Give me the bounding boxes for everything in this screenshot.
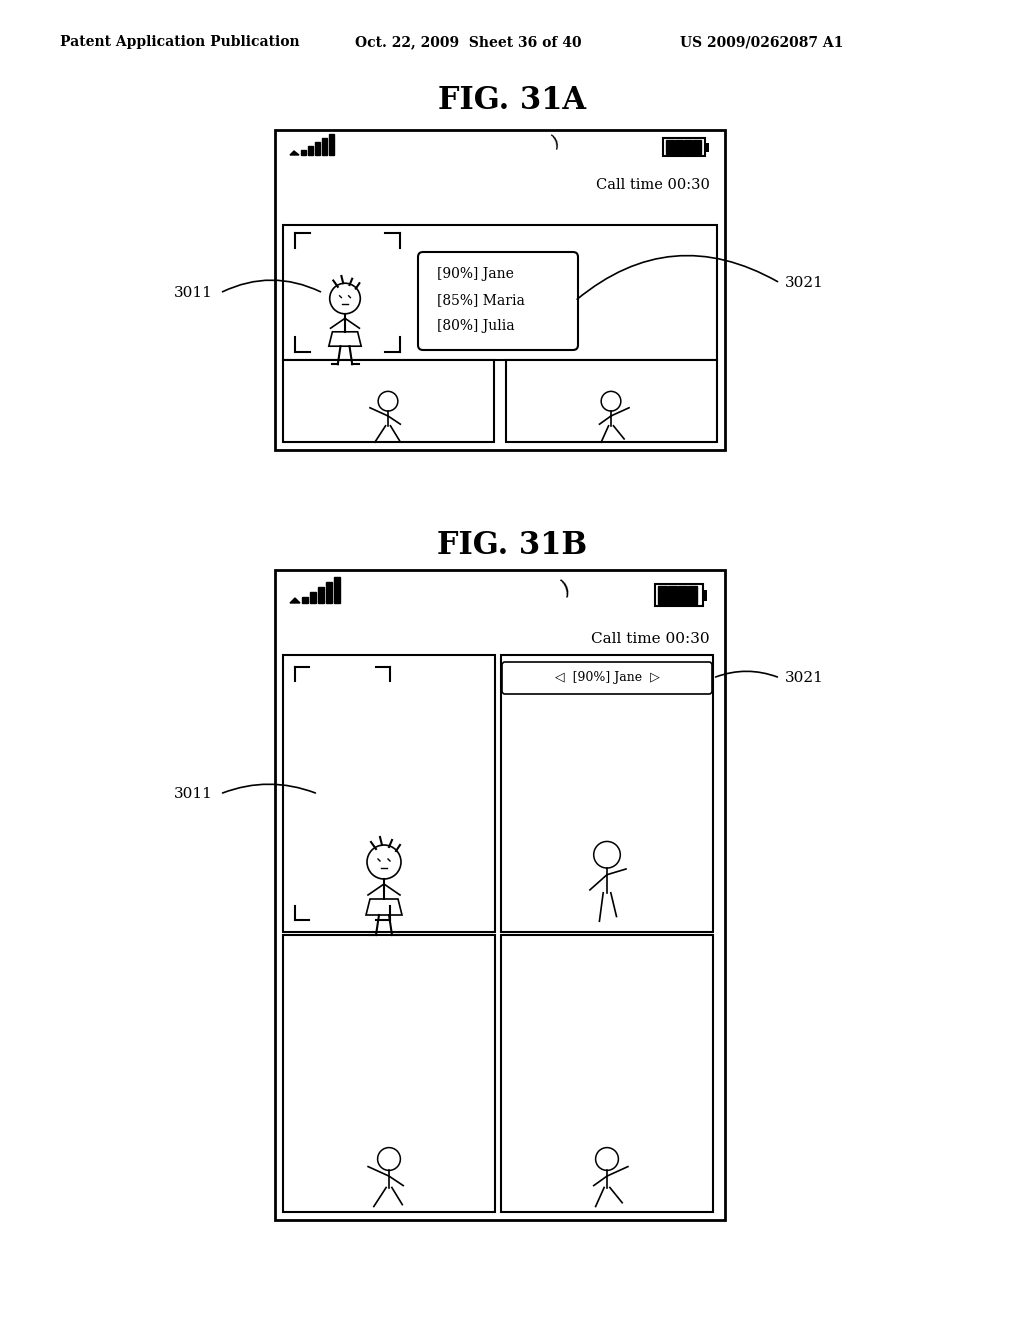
Bar (703, 590, 707, 601)
Bar (501, 935, 713, 1212)
Bar (275, 129, 725, 450)
Text: FIG. 31B: FIG. 31B (437, 531, 587, 561)
Bar (283, 935, 495, 1212)
Polygon shape (290, 150, 299, 154)
Text: Call time 00:30: Call time 00:30 (592, 632, 710, 645)
Text: [85%] Maria: [85%] Maria (437, 293, 525, 308)
Text: 3021: 3021 (785, 276, 824, 290)
Bar (308, 147, 313, 154)
Text: ): ) (549, 132, 561, 152)
Text: 3011: 3011 (174, 286, 213, 300)
Bar (506, 360, 717, 442)
Bar (318, 587, 324, 603)
Bar (684, 140, 692, 154)
Bar (283, 655, 495, 932)
Bar (334, 577, 340, 603)
Bar (283, 360, 494, 442)
Bar (275, 570, 725, 1220)
Bar (301, 150, 306, 154)
Text: Patent Application Publication: Patent Application Publication (60, 36, 300, 49)
Bar (663, 139, 705, 156)
FancyBboxPatch shape (418, 252, 578, 350)
Bar (668, 586, 677, 605)
Text: 3011: 3011 (174, 787, 213, 801)
Bar (705, 143, 709, 152)
Bar (310, 591, 316, 603)
Polygon shape (290, 598, 300, 603)
Text: ): ) (558, 577, 572, 599)
Bar (666, 140, 674, 154)
Text: Call time 00:30: Call time 00:30 (596, 178, 710, 191)
Bar (329, 135, 334, 154)
Bar (658, 586, 667, 605)
Text: US 2009/0262087 A1: US 2009/0262087 A1 (680, 36, 844, 49)
Bar (678, 586, 687, 605)
Bar (693, 140, 701, 154)
FancyBboxPatch shape (502, 663, 712, 694)
Text: ◁  [90%] Jane  ▷: ◁ [90%] Jane ▷ (555, 672, 659, 685)
Bar (302, 597, 308, 603)
Bar (283, 224, 717, 360)
Bar (655, 583, 703, 606)
Text: 3021: 3021 (785, 671, 824, 685)
Text: FIG. 31A: FIG. 31A (438, 84, 586, 116)
Bar (326, 582, 332, 603)
Bar (688, 586, 697, 605)
Bar (315, 143, 319, 154)
Bar (322, 139, 327, 154)
Bar (675, 140, 683, 154)
Text: [90%] Jane: [90%] Jane (437, 267, 514, 281)
Text: [80%] Julia: [80%] Julia (437, 319, 515, 333)
Text: Oct. 22, 2009  Sheet 36 of 40: Oct. 22, 2009 Sheet 36 of 40 (355, 36, 582, 49)
Bar (501, 655, 713, 932)
